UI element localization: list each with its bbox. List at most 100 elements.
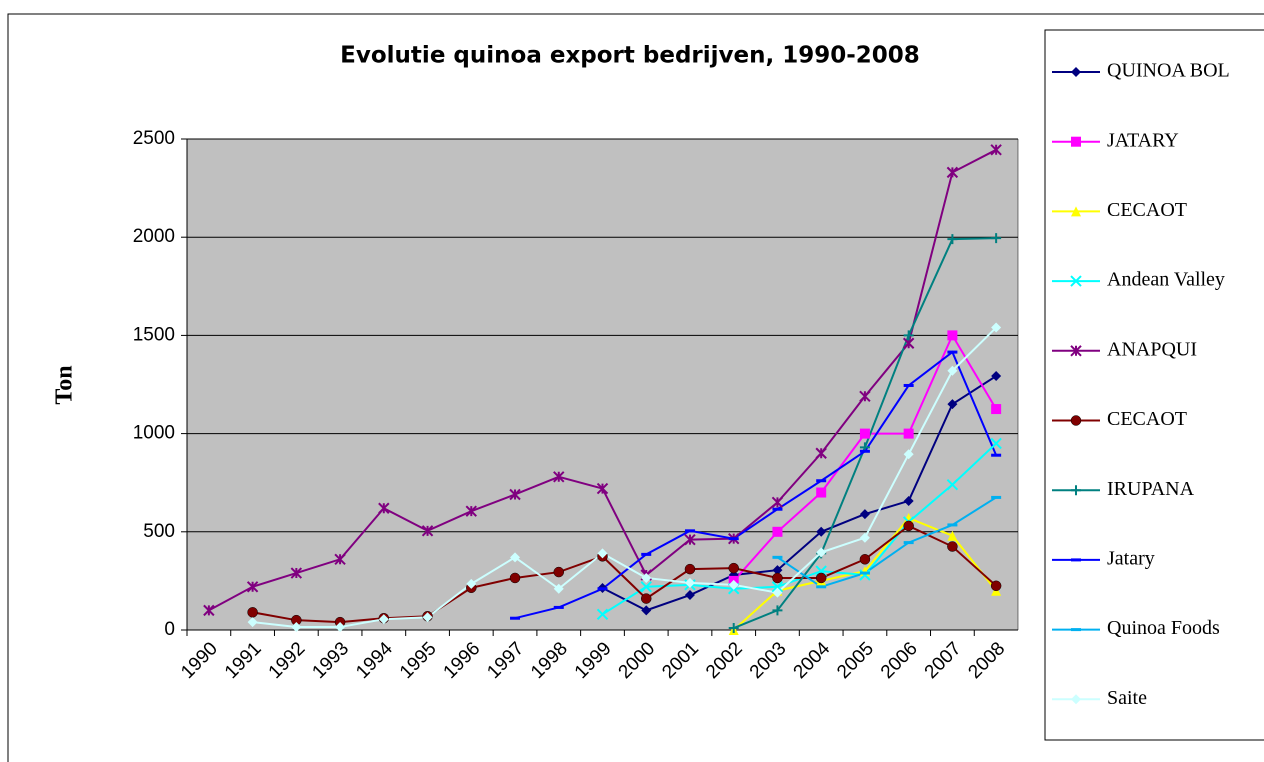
- legend-marker: [1071, 485, 1081, 496]
- series-line: [252, 524, 997, 624]
- marker: [553, 471, 565, 483]
- legend-label: ANAPQUI: [1107, 338, 1197, 360]
- legend-label: Saite: [1107, 687, 1147, 709]
- marker: [509, 572, 521, 584]
- legend-label: JATARY: [1107, 129, 1179, 151]
- marker: [772, 572, 783, 584]
- marker: [684, 577, 695, 588]
- marker: [510, 552, 521, 563]
- marker: [335, 622, 346, 633]
- series-line: [514, 350, 998, 620]
- marker: [334, 553, 346, 566]
- marker: [990, 580, 1002, 592]
- legend-label: CECAOT: [1107, 199, 1187, 221]
- legend-label: Andean Valley: [1107, 269, 1225, 291]
- legend-label: QUINOA BOL: [1107, 60, 1230, 82]
- marker: [815, 447, 827, 459]
- marker: [597, 548, 608, 559]
- marker: [991, 404, 1002, 415]
- legend-marker: [1070, 415, 1082, 426]
- series-line: [602, 375, 997, 612]
- legend-marker: [1071, 206, 1081, 217]
- marker: [991, 322, 1002, 333]
- marker: [903, 428, 914, 439]
- marker: [859, 428, 870, 439]
- marker: [903, 520, 914, 532]
- legend-marker: [1070, 345, 1082, 357]
- marker: [422, 612, 433, 623]
- chart-title: Evolutie quinoa export bedrijven, 1990-2…: [340, 43, 920, 69]
- marker: [291, 622, 302, 633]
- marker: [246, 581, 259, 593]
- legend-marker: [1070, 275, 1082, 287]
- marker: [859, 554, 871, 565]
- marker: [990, 144, 1002, 156]
- marker: [947, 330, 958, 341]
- marker: [466, 578, 477, 589]
- marker: [596, 608, 609, 620]
- marker: [990, 437, 1002, 450]
- marker: [684, 590, 695, 601]
- marker: [553, 583, 564, 594]
- marker: [772, 587, 783, 598]
- series-line: [252, 326, 997, 629]
- marker: [859, 390, 871, 402]
- marker: [816, 487, 827, 498]
- legend-marker: [1071, 136, 1081, 147]
- marker: [947, 530, 958, 541]
- marker: [771, 496, 784, 509]
- marker: [772, 605, 783, 616]
- marker: [771, 581, 784, 593]
- marker: [728, 623, 739, 634]
- y-tick-label: 0: [164, 619, 175, 640]
- y-tick-label: 2000: [133, 226, 175, 247]
- marker: [247, 607, 258, 618]
- marker: [946, 478, 959, 491]
- marker: [815, 572, 827, 584]
- marker: [290, 567, 303, 579]
- marker: [640, 581, 652, 593]
- marker: [772, 526, 783, 537]
- y-tick-label: 1000: [133, 423, 175, 444]
- marker: [947, 234, 958, 245]
- marker: [991, 371, 1002, 382]
- y-axis-label: Ton: [52, 365, 78, 404]
- marker: [641, 605, 652, 616]
- series-line: [776, 496, 997, 588]
- marker: [421, 525, 434, 537]
- marker: [553, 566, 565, 578]
- marker: [641, 572, 652, 583]
- marker: [903, 330, 914, 341]
- marker: [465, 505, 477, 517]
- legend-label: Jatary: [1107, 547, 1155, 569]
- y-tick-label: 2500: [133, 128, 175, 149]
- y-tick-label: 500: [143, 521, 175, 542]
- marker: [247, 617, 258, 628]
- marker: [728, 562, 739, 574]
- marker: [947, 541, 958, 552]
- legend-label: IRUPANA: [1107, 478, 1195, 500]
- marker: [772, 565, 783, 576]
- marker: [859, 509, 870, 520]
- marker: [903, 495, 914, 506]
- y-tick-label: 1500: [133, 324, 175, 345]
- marker: [378, 614, 389, 625]
- legend-label: CECAOT: [1107, 408, 1187, 430]
- marker: [947, 399, 958, 410]
- marker: [684, 563, 696, 575]
- marker: [596, 482, 609, 495]
- marker: [728, 579, 739, 590]
- legend-marker: [1071, 67, 1081, 77]
- marker: [859, 532, 870, 543]
- marker: [203, 604, 215, 617]
- legend-box: [1044, 29, 1264, 741]
- marker: [947, 365, 958, 376]
- marker: [378, 502, 390, 514]
- marker: [816, 547, 827, 558]
- marker: [640, 593, 652, 604]
- marker: [509, 488, 521, 501]
- marker: [903, 449, 914, 460]
- marker: [816, 526, 827, 537]
- legend-marker: [1071, 694, 1081, 705]
